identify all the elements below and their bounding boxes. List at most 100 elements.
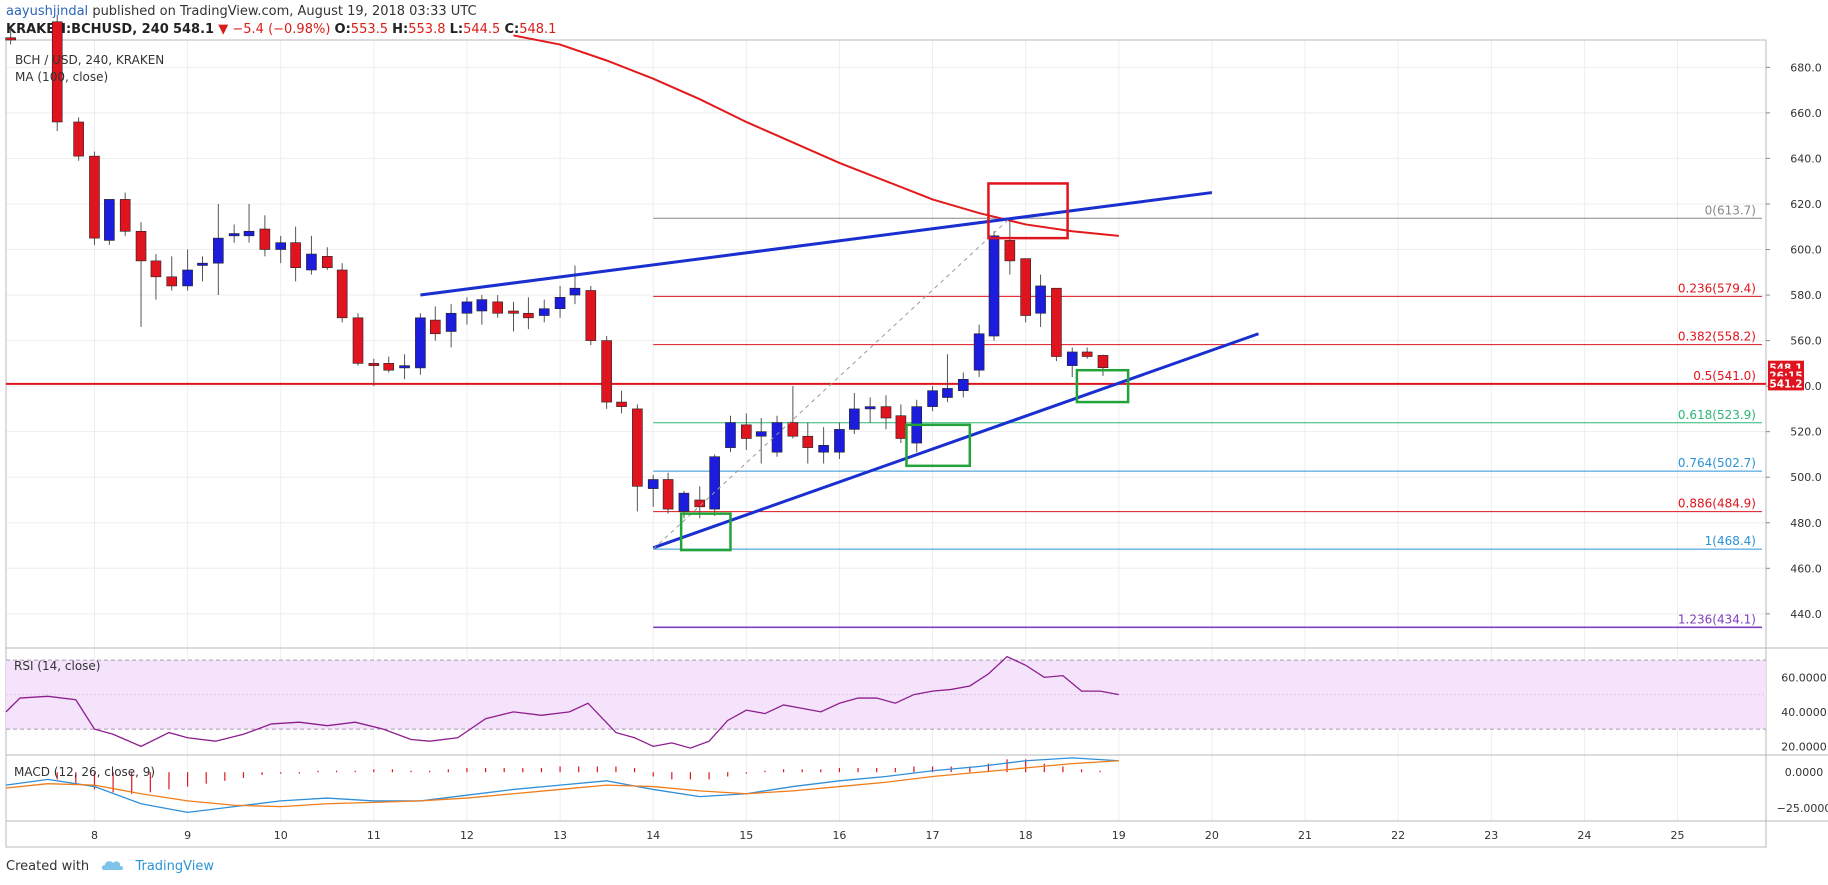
red-box-resistance	[987, 182, 1069, 240]
x-tick-label: 14	[646, 829, 660, 842]
candle-up	[709, 456, 720, 510]
macd-label: MACD (12, 26, close, 9)	[14, 765, 155, 779]
candle-down	[492, 301, 503, 314]
candle-up	[973, 333, 985, 371]
rsi-tick-label: 60.0000	[1781, 671, 1827, 684]
x-tick-label: 12	[460, 829, 474, 842]
candle-down	[616, 401, 627, 407]
rsi-tick-label: 40.0000	[1781, 706, 1827, 719]
macd-tick-label: 0.0000	[1785, 766, 1824, 779]
fib-level-label: 0(613.7)	[1705, 203, 1756, 217]
x-tick-label: 11	[367, 829, 381, 842]
chart-title: BCH / USD, 240, KRAKEN	[15, 53, 164, 67]
candle-up	[399, 365, 410, 369]
candle-down	[741, 424, 752, 439]
ma-line	[513, 34, 1119, 237]
macd-tick-label: −25.0000	[1777, 802, 1828, 815]
candle-up	[927, 390, 938, 407]
low-value: 544.5	[463, 22, 501, 37]
ohlc-line: KRAKEN:BCHUSD, 240 548.1 ▼ −5.4 (−0.98%)…	[6, 22, 556, 37]
candle-down	[336, 269, 348, 319]
symbol-label: KRAKEN:BCHUSD, 240	[6, 22, 169, 37]
candle-down	[632, 408, 643, 487]
x-tick-label: 15	[739, 829, 753, 842]
fib-level-label: 0.5(541.0)	[1693, 369, 1756, 383]
open-label: O:	[334, 22, 351, 37]
y-tick-label: 520.0	[1790, 426, 1822, 439]
candle-up	[243, 230, 255, 237]
upper-trendline	[420, 191, 1213, 297]
candle-down	[880, 406, 892, 419]
y-tick-label: 680.0	[1790, 61, 1822, 74]
y-tick-label: 560.0	[1790, 335, 1822, 348]
fib-level-label: 0.764(502.7)	[1678, 456, 1756, 470]
rsi-label: RSI (14, close)	[14, 659, 100, 673]
candle-down	[508, 310, 519, 314]
candle-up	[445, 312, 457, 332]
axes: 440.0460.0480.0500.0520.0540.0560.0580.0…	[91, 61, 1822, 842]
candle-down	[1020, 258, 1031, 316]
moving-average	[513, 34, 1119, 237]
candle-up	[647, 479, 659, 489]
candle-up	[957, 378, 969, 391]
x-tick-label: 18	[1019, 829, 1033, 842]
candles	[5, 14, 1109, 519]
candle-down	[1051, 287, 1062, 357]
pane-labels: BCH / USD, 240, KRAKEN MA (100, close) R…	[14, 53, 164, 779]
ma-indicator-label: MA (100, close)	[15, 70, 108, 84]
fib-level-label: 1.236(434.1)	[1678, 612, 1756, 626]
x-tick-label: 8	[91, 829, 98, 842]
author-link[interactable]: aayushjindal	[6, 4, 89, 19]
candle-down	[1081, 351, 1093, 357]
candle-up	[942, 388, 953, 398]
x-tick-label: 19	[1112, 829, 1126, 842]
y-tick-label: 480.0	[1790, 517, 1822, 530]
fib-level-label: 0.382(558.2)	[1678, 330, 1756, 344]
candle-up	[818, 445, 829, 453]
green-box-1	[679, 512, 732, 552]
candle-down	[802, 435, 814, 448]
published-text: published on TradingView.com, August 19,…	[92, 4, 477, 19]
rsi-tick-label: 20.0000	[1781, 740, 1827, 753]
candle-up	[771, 422, 783, 453]
publish-line: aayushjindal published on TradingView.co…	[6, 4, 477, 19]
candle-up	[678, 492, 690, 512]
candle-down	[321, 256, 333, 269]
tradingview-brand[interactable]: TradingView	[135, 859, 214, 874]
tradingview-cloud-icon	[102, 861, 124, 870]
y-tick-label: 460.0	[1790, 562, 1822, 575]
x-tick-label: 9	[184, 829, 191, 842]
candle-down	[1097, 355, 1109, 368]
fib-swing-dashed	[652, 217, 1011, 550]
last-price: 548.1	[172, 22, 215, 37]
level-badge: 541.2	[1769, 378, 1802, 390]
x-tick-label: 21	[1298, 829, 1312, 842]
candle-down	[662, 479, 674, 510]
macd-pane: 0.0000 −25.0000	[5, 757, 1828, 815]
x-tick-label: 23	[1484, 829, 1498, 842]
price-change: ▼ −5.4 (−0.98%)	[218, 22, 331, 37]
candle-up	[834, 429, 845, 453]
pane-frames	[5, 39, 1828, 848]
created-with-text: Created with	[6, 859, 90, 874]
close-value: 548.1	[519, 22, 557, 37]
macd-line	[5, 757, 1119, 814]
fib-level-label: 0.886(484.9)	[1678, 497, 1756, 511]
fib-level-label: 0.618(523.9)	[1678, 408, 1756, 422]
candle-down	[1004, 240, 1016, 262]
candle-down	[895, 415, 907, 439]
chart-header: aayushjindal published on TradingView.co…	[0, 0, 1828, 46]
candle-up	[306, 253, 317, 271]
candle-down	[51, 21, 63, 123]
candle-down	[523, 312, 534, 319]
drawings	[420, 182, 1259, 552]
x-tick-label: 13	[553, 829, 567, 842]
level-badge-bg	[1768, 376, 1804, 391]
green-box-2	[905, 423, 972, 468]
candle-up	[755, 431, 767, 437]
candle-down	[5, 37, 16, 41]
candle-down	[119, 199, 131, 232]
candle-up	[1066, 351, 1078, 366]
y-tick-label: 660.0	[1790, 107, 1822, 120]
